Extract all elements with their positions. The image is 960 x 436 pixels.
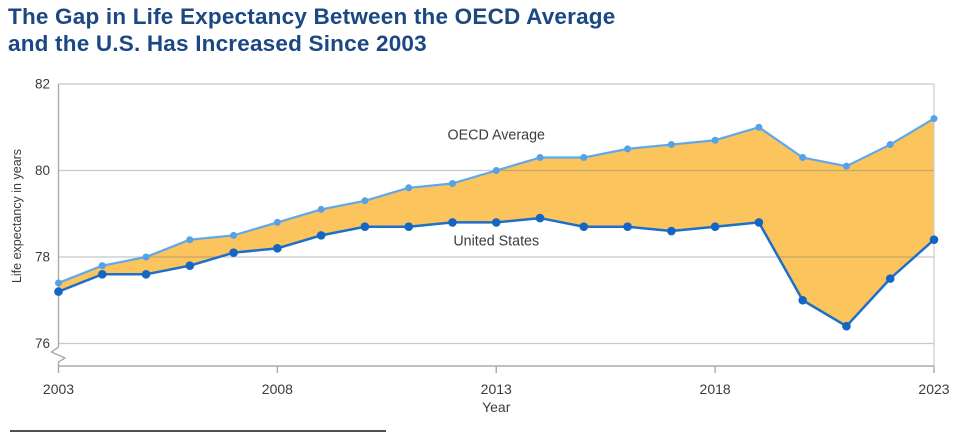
data-point-s1-2015 xyxy=(579,222,589,232)
x-tick-label-2013: 2013 xyxy=(481,381,512,397)
data-point-s1-2019 xyxy=(754,218,764,227)
data-point-s1-2016 xyxy=(623,222,632,232)
data-point-s0-2003 xyxy=(55,279,62,287)
x-tick-label-2008: 2008 xyxy=(262,381,293,397)
data-point-s1-2005 xyxy=(141,270,151,279)
data-point-s1-2011 xyxy=(404,222,414,232)
data-points-group xyxy=(54,115,939,331)
data-point-s0-2018 xyxy=(711,136,719,144)
annotations-group: OECD Average United States xyxy=(448,128,546,250)
data-point-s1-2013 xyxy=(491,218,501,227)
data-point-s0-2010 xyxy=(361,197,369,205)
data-point-s0-2009 xyxy=(317,205,325,213)
data-point-s1-2006 xyxy=(185,261,195,270)
data-point-s0-2005 xyxy=(142,253,150,261)
y-tick-label-82: 82 xyxy=(35,77,50,92)
series-annotation-0: OECD Average xyxy=(448,128,546,144)
series-annotation-1: United States xyxy=(453,234,539,250)
data-point-s0-2011 xyxy=(405,184,413,192)
data-point-s0-2023 xyxy=(930,115,938,123)
data-point-s1-2003 xyxy=(54,287,63,296)
y-axis-title: Life expectancy in years xyxy=(10,149,24,283)
data-point-s1-2014 xyxy=(535,213,545,223)
chart-title-line1: The Gap in Life Expectancy Between the O… xyxy=(8,4,616,29)
data-point-s1-2012 xyxy=(448,218,457,227)
chart-title-line2: and the U.S. Has Increased Since 2003 xyxy=(8,31,427,56)
footer-divider-rule xyxy=(10,430,386,432)
data-point-s1-2007 xyxy=(229,248,238,257)
data-point-s1-2018 xyxy=(710,222,720,232)
chart-title: The Gap in Life Expectancy Between the O… xyxy=(8,3,615,57)
axis-labels-group: 76 78 80 82 2003 2008 2013 2018 2023 Year Life exp… xyxy=(10,77,950,416)
data-point-s1-2022 xyxy=(885,274,895,283)
y-tick-label-76: 76 xyxy=(35,336,50,351)
data-point-s0-2012 xyxy=(448,179,456,187)
data-point-s0-2013 xyxy=(492,167,500,174)
data-point-s1-2020 xyxy=(798,295,807,305)
x-tick-label-2018: 2018 xyxy=(700,381,731,397)
data-point-s1-2010 xyxy=(360,222,370,232)
data-point-s1-2004 xyxy=(97,270,107,279)
data-point-s0-2019 xyxy=(755,123,763,131)
x-axis-title: Year xyxy=(482,399,511,415)
data-point-s0-2014 xyxy=(536,154,544,162)
data-point-s0-2007 xyxy=(230,231,238,239)
data-point-s0-2006 xyxy=(186,236,194,244)
data-point-s1-2017 xyxy=(667,226,676,236)
data-point-s0-2021 xyxy=(842,162,850,170)
data-point-s0-2016 xyxy=(624,145,632,153)
data-point-s1-2009 xyxy=(316,231,326,240)
x-tick-label-2003: 2003 xyxy=(43,381,74,397)
data-point-s0-2015 xyxy=(580,154,588,162)
data-point-s1-2021 xyxy=(842,321,851,331)
data-point-s0-2008 xyxy=(273,218,281,226)
data-point-s1-2023 xyxy=(929,235,939,244)
x-tick-label-2023: 2023 xyxy=(918,381,949,397)
y-axis-break-icon xyxy=(50,346,67,366)
data-point-s1-2008 xyxy=(273,244,282,253)
data-point-s0-2020 xyxy=(799,154,807,162)
y-tick-label-80: 80 xyxy=(35,163,50,178)
axes-group xyxy=(50,84,935,373)
data-point-s0-2022 xyxy=(886,141,894,149)
y-tick-label-78: 78 xyxy=(35,250,50,265)
data-point-s0-2017 xyxy=(667,141,675,149)
data-point-s0-2004 xyxy=(98,262,106,270)
